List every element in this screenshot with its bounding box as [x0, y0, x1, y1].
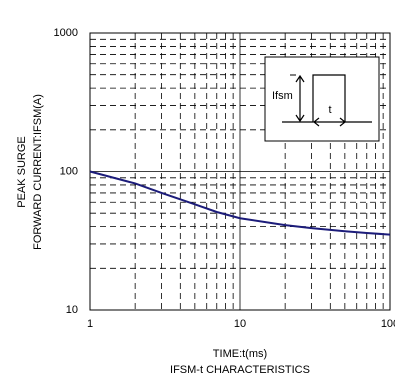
y-tick-label: 100: [60, 165, 78, 177]
pulse: [282, 74, 372, 123]
x-tick-label: 100: [381, 318, 395, 330]
y-tick-label: 10: [66, 304, 78, 316]
x-axis-label: TIME:t(ms): [213, 348, 267, 360]
x-tick-label: 1: [87, 318, 93, 330]
x-tick-label: 10: [234, 318, 246, 330]
inset-box: [264, 56, 380, 142]
inset-label: t: [328, 104, 331, 116]
ifsm-arrow: [295, 74, 305, 123]
y-axis-label: FORWARD CURRENT:IFSM(A): [32, 94, 44, 250]
y-tick-label: 1000: [54, 27, 78, 39]
y-axis-label: PEAK SURGE: [16, 136, 28, 208]
inset-label: Ifsm: [272, 90, 293, 102]
chart-title: IFSM-t CHARACTERISTICS: [170, 364, 310, 376]
inset: Ifsm t: [264, 56, 380, 142]
series-line: [89, 170, 391, 236]
t-arrow: [313, 117, 346, 127]
